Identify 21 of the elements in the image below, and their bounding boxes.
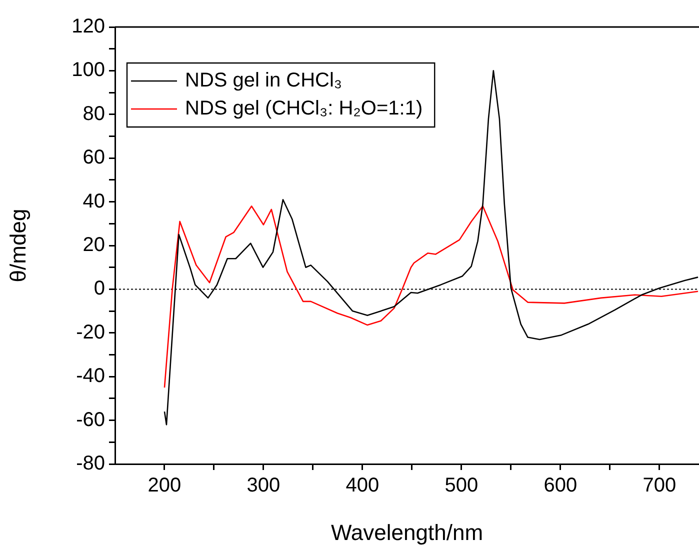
x-axis-title: Wavelength/nm (330, 520, 484, 545)
y-axis-title: θ/mdeg (5, 208, 30, 282)
y-tick-label: 80 (82, 102, 105, 125)
y-tick-label: 60 (82, 146, 105, 169)
x-tick-label: 200 (148, 474, 182, 497)
y-tick-label: -20 (76, 321, 105, 344)
y-tick-label: 120 (72, 16, 105, 38)
y-tick-label: -40 (76, 365, 105, 388)
x-tick-label: 300 (246, 474, 280, 497)
y-tick-label: 0 (94, 278, 105, 300)
legend-label: NDS gel in CHCl₃ (185, 70, 342, 92)
x-tick-label: 600 (544, 474, 578, 497)
x-tick-label: 500 (444, 474, 478, 497)
y-tick-label: 40 (82, 190, 105, 212)
y-tick-label: -60 (76, 408, 105, 431)
y-tick-label: 100 (72, 59, 105, 82)
y-tick-label: -80 (76, 452, 105, 475)
y-tick-label: 20 (82, 234, 105, 256)
x-tick-label: 400 (346, 474, 380, 497)
legend-label: NDS gel (CHCl₃: H₂O=1:1) (185, 98, 423, 120)
x-tick-label: 700 (642, 474, 676, 497)
